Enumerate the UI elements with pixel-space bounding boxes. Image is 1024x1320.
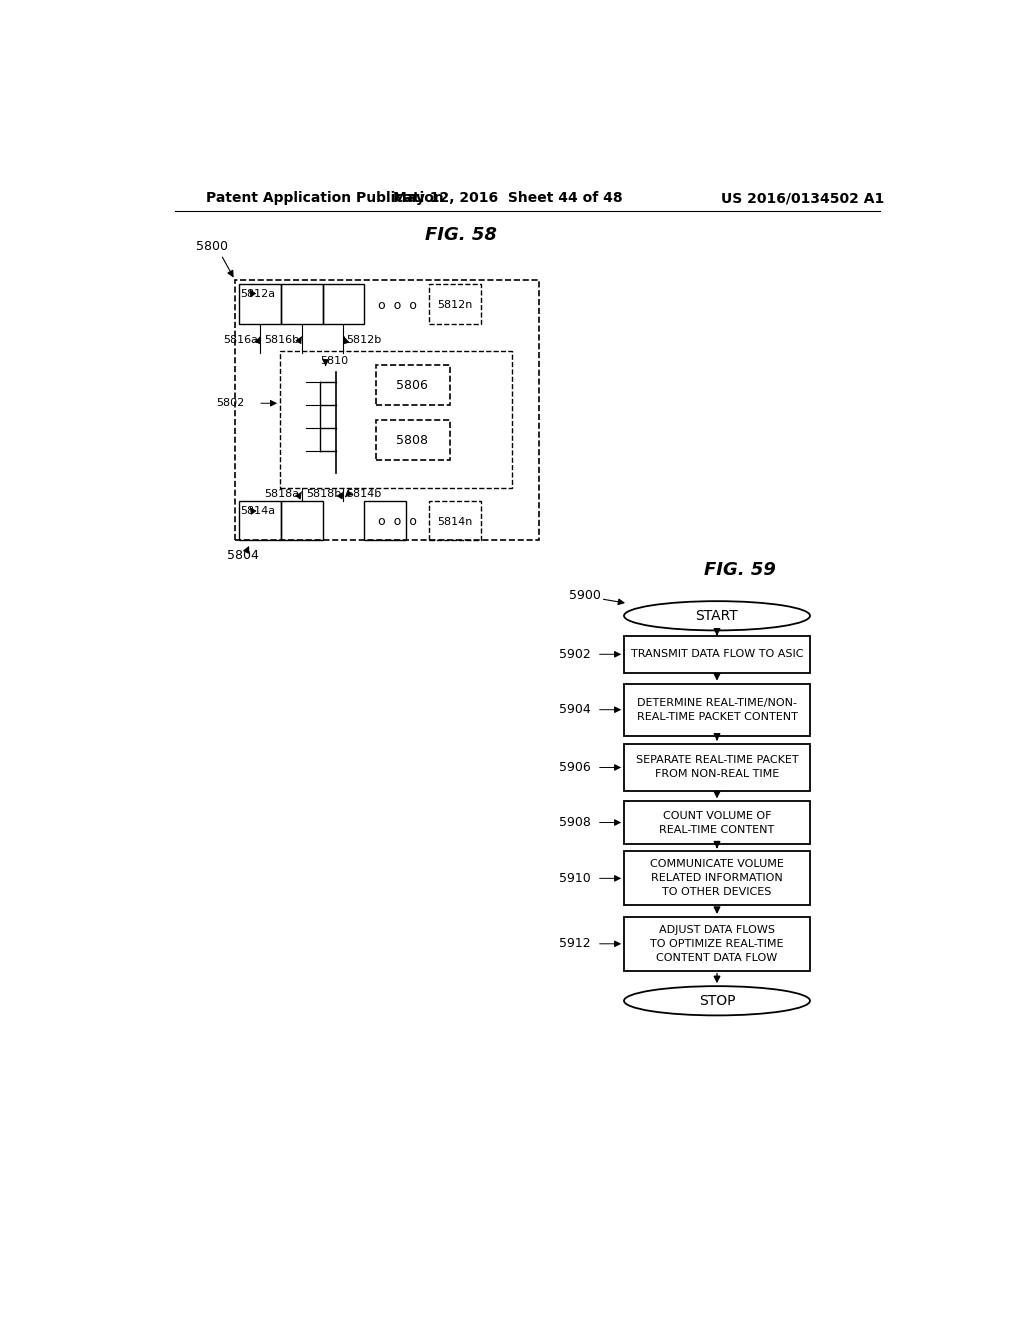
Text: COMMUNICATE VOLUME
RELATED INFORMATION
TO OTHER DEVICES: COMMUNICATE VOLUME RELATED INFORMATION T…: [650, 859, 784, 898]
Bar: [624, 801, 810, 843]
Text: STOP: STOP: [698, 994, 735, 1007]
Text: 5816a: 5816a: [223, 335, 258, 345]
Text: 5904: 5904: [559, 704, 591, 717]
Text: 5814b: 5814b: [346, 490, 382, 499]
Text: START: START: [695, 609, 738, 623]
Bar: [429, 502, 481, 540]
Text: 5800: 5800: [196, 240, 227, 253]
Text: May 12, 2016  Sheet 44 of 48: May 12, 2016 Sheet 44 of 48: [393, 191, 623, 206]
Bar: [239, 284, 281, 323]
Text: 5906: 5906: [559, 760, 591, 774]
Text: 5812n: 5812n: [437, 301, 473, 310]
Text: o  o  o: o o o: [378, 515, 417, 528]
Text: TRANSMIT DATA FLOW TO ASIC: TRANSMIT DATA FLOW TO ASIC: [631, 649, 803, 659]
Bar: [376, 364, 450, 405]
Text: DETERMINE REAL-TIME/NON-
REAL-TIME PACKET CONTENT: DETERMINE REAL-TIME/NON- REAL-TIME PACKE…: [637, 698, 798, 722]
Bar: [624, 917, 810, 970]
Text: COUNT VOLUME OF
REAL-TIME CONTENT: COUNT VOLUME OF REAL-TIME CONTENT: [659, 810, 774, 834]
Bar: [281, 502, 323, 540]
Text: US 2016/0134502 A1: US 2016/0134502 A1: [721, 191, 884, 206]
Text: 5912: 5912: [559, 937, 591, 950]
Text: Patent Application Publication: Patent Application Publication: [206, 191, 443, 206]
Bar: [239, 502, 281, 540]
Text: 5818b: 5818b: [306, 490, 341, 499]
Text: 5908: 5908: [559, 816, 591, 829]
Text: 5814n: 5814n: [437, 517, 473, 527]
Bar: [280, 351, 512, 488]
Text: 5812a: 5812a: [241, 289, 275, 298]
Text: 5814a: 5814a: [241, 506, 275, 516]
Text: FIG. 59: FIG. 59: [705, 561, 776, 579]
Text: SEPARATE REAL-TIME PACKET
FROM NON-REAL TIME: SEPARATE REAL-TIME PACKET FROM NON-REAL …: [636, 755, 799, 780]
Text: 5902: 5902: [559, 648, 591, 661]
Text: 5804: 5804: [226, 549, 259, 562]
Bar: [365, 502, 407, 540]
Bar: [234, 280, 539, 540]
Bar: [429, 284, 481, 323]
Text: FIG. 58: FIG. 58: [425, 227, 498, 244]
Text: 5900: 5900: [569, 589, 601, 602]
Text: 5802: 5802: [216, 399, 245, 408]
Bar: [624, 743, 810, 792]
Bar: [281, 284, 323, 323]
Text: 5808: 5808: [396, 434, 428, 447]
Text: 5910: 5910: [559, 871, 591, 884]
Bar: [376, 420, 450, 461]
Text: 5816b: 5816b: [264, 335, 299, 345]
Text: 5818a: 5818a: [264, 490, 299, 499]
Bar: [624, 851, 810, 906]
Text: o  o  o: o o o: [378, 298, 417, 312]
Text: ADJUST DATA FLOWS
TO OPTIMIZE REAL-TIME
CONTENT DATA FLOW: ADJUST DATA FLOWS TO OPTIMIZE REAL-TIME …: [650, 925, 783, 962]
Bar: [323, 284, 365, 323]
Bar: [624, 684, 810, 737]
Text: 5810: 5810: [321, 356, 348, 366]
Text: 5806: 5806: [396, 379, 428, 392]
Bar: [624, 636, 810, 673]
Text: 5812b: 5812b: [346, 335, 381, 345]
